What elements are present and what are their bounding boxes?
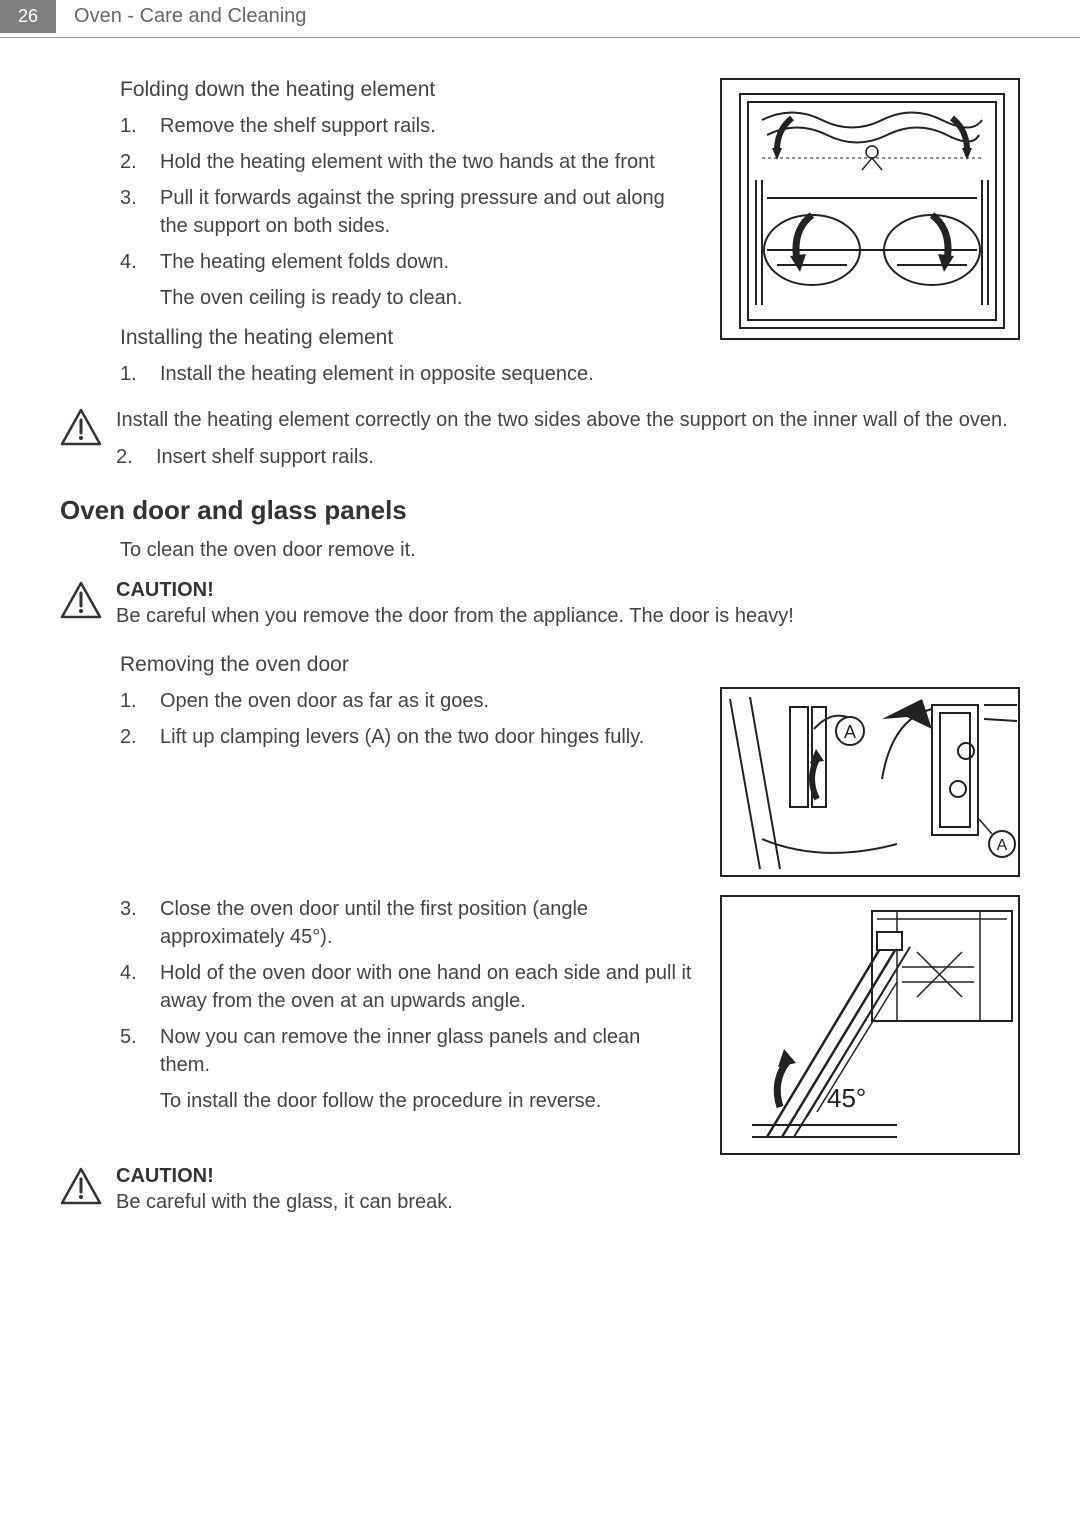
list-item: Open the oven door as far as it goes. (120, 687, 692, 715)
list-item: Hold of the oven door with one hand on e… (120, 959, 692, 1015)
oven-door-intro: To clean the oven door remove it. (120, 536, 1020, 565)
caution-text: Be careful when you remove the door from… (116, 602, 794, 631)
list-item: Lift up clamping levers (A) on the two d… (120, 723, 692, 751)
page-number-box: 26 (0, 0, 56, 33)
list-item: Now you can remove the inner glass panel… (120, 1023, 692, 1079)
removing-continuation: To install the door follow the procedure… (160, 1087, 692, 1115)
warning-icon (60, 1167, 102, 1205)
removing-steps-a: Open the oven door as far as it goes. Li… (120, 687, 692, 751)
list-item: Pull it forwards against the spring pres… (120, 184, 692, 240)
removing-door-heading: Removing the oven door (120, 653, 1020, 677)
label-a: A (844, 722, 856, 742)
list-item: Hold the heating element with the two ha… (120, 148, 692, 176)
diagram-heating-element (720, 78, 1020, 340)
diagram-hinge-levers: A A (720, 687, 1020, 877)
installing-steps-cont: Insert shelf support rails. (116, 443, 1008, 471)
folding-heading: Folding down the heating element (120, 78, 692, 102)
folding-steps: Remove the shelf support rails. Hold the… (120, 112, 692, 276)
caution-label: CAUTION! (116, 1165, 453, 1188)
angle-label: 45° (827, 1083, 866, 1113)
installing-steps: Install the heating element in opposite … (120, 360, 692, 388)
removing-steps-b: Close the oven door until the first posi… (120, 895, 692, 1079)
list-item: The heating element folds down. (120, 248, 692, 276)
warning-icon (60, 408, 102, 446)
installing-heading: Installing the heating element (120, 326, 692, 350)
list-item: Install the heating element in opposite … (120, 360, 692, 388)
warning-icon (60, 581, 102, 619)
caution-text: Be careful with the glass, it can break. (116, 1188, 453, 1217)
page-header: 26 Oven - Care and Cleaning (0, 0, 1080, 38)
warning-text: Install the heating element correctly on… (116, 406, 1008, 435)
page-number: 26 (18, 6, 38, 26)
diagram-door-45deg: 45° (720, 895, 1020, 1155)
label-a2: A (997, 837, 1008, 854)
header-title: Oven - Care and Cleaning (74, 5, 306, 28)
oven-door-heading: Oven door and glass panels (60, 495, 1020, 526)
caution-label: CAUTION! (116, 579, 794, 602)
list-item: Close the oven door until the first posi… (120, 895, 692, 951)
folding-continuation: The oven ceiling is ready to clean. (160, 284, 692, 312)
list-item: Remove the shelf support rails. (120, 112, 692, 140)
list-item: Insert shelf support rails. (116, 443, 1008, 471)
